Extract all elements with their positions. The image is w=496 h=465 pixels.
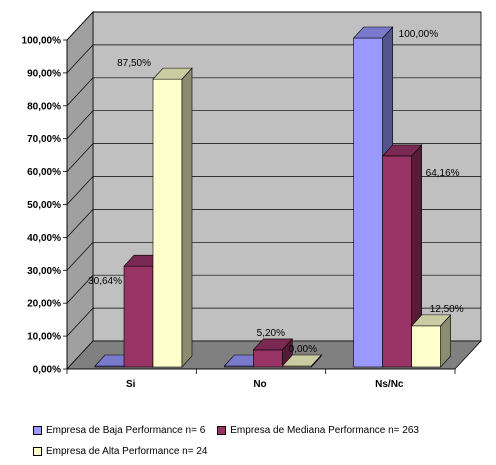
x-tick-label: Ns/Nc — [375, 379, 404, 390]
x-tick-label: Si — [126, 379, 136, 390]
bar-top-1-2 — [381, 144, 423, 157]
legend: Empresa de Baja Performance n= 6 Empresa… — [33, 420, 493, 462]
gridline-side — [66, 143, 94, 172]
y-tick-label: 100,00% — [22, 36, 62, 47]
y-tick-label: 60,00% — [27, 167, 61, 178]
gridline-side — [66, 274, 94, 304]
y-tick-label: 0,00% — [33, 365, 61, 376]
gridline-side — [66, 110, 94, 139]
legend-swatch-baja — [33, 426, 42, 435]
bar-1-0 — [123, 265, 154, 368]
y-tick-label: 40,00% — [27, 233, 61, 244]
gridline-side — [66, 209, 94, 238]
gridline-side — [66, 44, 94, 74]
data-label-2-1: 0,00% — [289, 344, 317, 355]
legend-label-alta: Empresa de Alta Performance n= 24 — [46, 446, 208, 457]
data-label-1-1: 5,20% — [257, 328, 285, 339]
chart-plot: 0,00% 10,00% 20,00% 30,00% 40,00% 50,00% 60,00… — [22, 10, 482, 390]
legend-row-1: Empresa de Baja Performance n= 6 Empresa… — [33, 420, 493, 441]
y-tick-label: 90,00% — [27, 68, 61, 79]
gridline-side — [66, 11, 94, 41]
data-label-1-2: 64,16% — [426, 168, 460, 179]
y-tick-label: 80,00% — [27, 101, 61, 112]
bar-1-1 — [253, 349, 283, 368]
bar-top-2-2 — [410, 314, 452, 327]
gridline-side — [66, 307, 94, 337]
data-label-2-2: 12,50% — [430, 304, 464, 315]
gridline-side — [66, 176, 94, 205]
legend-item-baja: Empresa de Baja Performance n= 6 — [33, 425, 205, 436]
legend-label-mediana: Empresa de Mediana Performance n= 263 — [230, 425, 419, 436]
y-tick-label: 50,00% — [27, 200, 61, 211]
x-tick-label: No — [253, 379, 266, 390]
legend-label-baja: Empresa de Baja Performance n= 6 — [46, 425, 206, 436]
data-label-2-0: 87,50% — [117, 58, 151, 69]
legend-swatch-mediana — [217, 426, 227, 435]
bar-1-2 — [382, 155, 412, 368]
bar-2-2 — [411, 325, 441, 368]
gridline-side — [66, 242, 94, 271]
bar-top-1-1 — [252, 338, 294, 351]
data-label-1-0: 30,64% — [88, 276, 122, 287]
y-tick-label: 30,00% — [27, 266, 61, 277]
y-tick-label: 20,00% — [27, 299, 61, 310]
bar-side-2-0 — [181, 67, 193, 368]
bar-top-2-1 — [281, 354, 323, 367]
y-tick-label: 10,00% — [27, 332, 61, 343]
legend-item-mediana: Empresa de Mediana Performance n= 263 — [217, 425, 419, 436]
bar-0-2 — [353, 37, 383, 368]
legend-item-alta: Empresa de Alta Performance n= 24 — [33, 446, 207, 457]
data-label-0-2: 100,00% — [399, 29, 439, 40]
y-tick-label: 70,00% — [27, 134, 61, 145]
legend-row-2: Empresa de Alta Performance n= 24 — [33, 441, 493, 462]
legend-swatch-alta — [33, 447, 42, 456]
bar-2-0 — [152, 78, 183, 368]
gridline-side — [66, 77, 94, 107]
bar-top-0-2 — [352, 26, 394, 39]
bar-top-2-0 — [152, 67, 193, 80]
